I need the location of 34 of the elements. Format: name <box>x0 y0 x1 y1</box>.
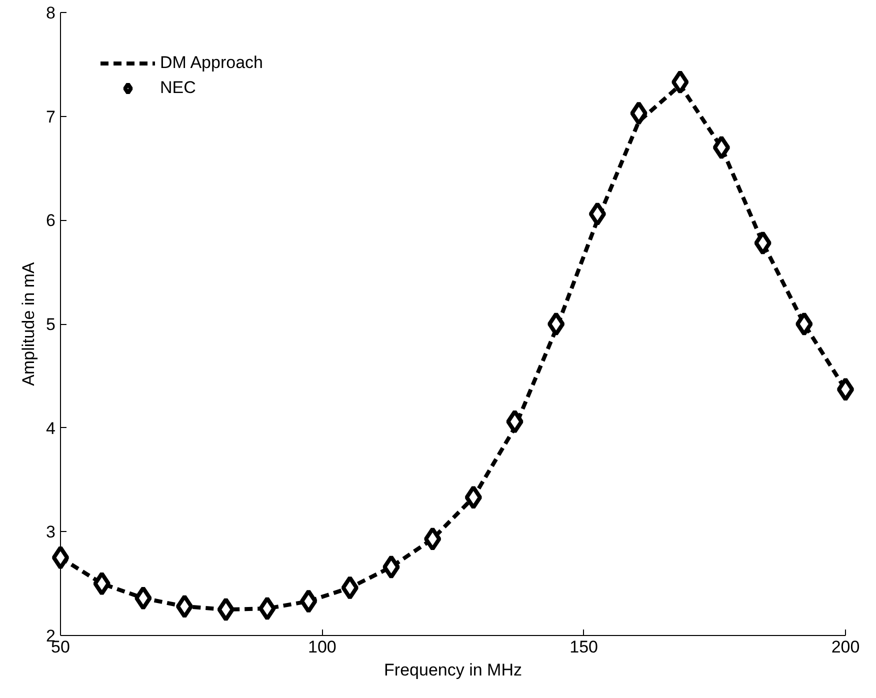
point <box>712 135 730 160</box>
point <box>258 596 276 621</box>
point <box>300 589 318 614</box>
point <box>424 526 442 551</box>
legend-label: DM Approach <box>160 53 263 73</box>
point <box>93 572 111 596</box>
x-axis-title: Frequency in MHz <box>384 660 522 680</box>
y-tick-label: 5 <box>46 315 56 334</box>
x-tick-label: 200 <box>831 638 860 656</box>
point <box>836 377 854 402</box>
x-tick-label: 150 <box>570 638 598 656</box>
x-tick-label: 50 <box>51 638 70 656</box>
point <box>671 70 689 94</box>
y-tick-label: 3 <box>46 522 56 542</box>
point <box>795 312 813 336</box>
x-tick-label: 100 <box>308 638 336 656</box>
point <box>134 586 152 610</box>
point <box>506 410 524 434</box>
y-axis-title: Amplitude in mA <box>19 261 38 386</box>
point <box>382 554 400 579</box>
y-tick-label: 8 <box>46 4 56 22</box>
point <box>176 594 194 618</box>
y-tick-label: 6 <box>46 211 56 230</box>
legend-label: NEC <box>160 78 196 98</box>
y-tick-label: 7 <box>46 107 56 126</box>
y-tick-label: 4 <box>46 418 56 438</box>
point <box>341 576 359 600</box>
point <box>464 485 482 510</box>
point <box>217 598 235 622</box>
point <box>754 231 772 256</box>
point <box>588 202 606 226</box>
point <box>630 101 648 126</box>
point <box>547 312 565 336</box>
point <box>52 546 70 570</box>
